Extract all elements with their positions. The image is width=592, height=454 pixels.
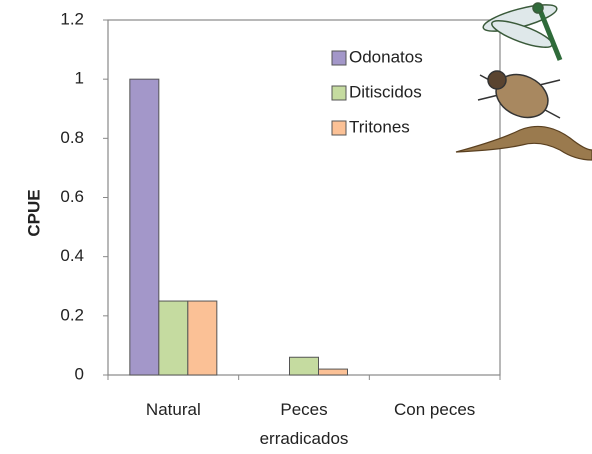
legend-swatch bbox=[332, 86, 346, 100]
page: CPUE 0 0.2 0.4 0.6 0.8 1 1.2 Odonatos Ditiscidos… bbox=[0, 0, 592, 454]
chart: CPUE 0 0.2 0.4 0.6 0.8 1 1.2 Odonatos Ditiscidos… bbox=[0, 0, 592, 454]
legend-swatch bbox=[332, 121, 346, 135]
dragonfly-icon bbox=[481, 0, 560, 60]
bar bbox=[319, 369, 348, 375]
y-tick-label: 0.8 bbox=[60, 128, 84, 147]
legend-label: Ditiscidos bbox=[349, 82, 422, 101]
y-axis-label: CPUE bbox=[24, 189, 43, 236]
legend-swatch bbox=[332, 51, 346, 65]
x-tick-label: Natural bbox=[113, 395, 233, 424]
bar bbox=[130, 79, 159, 375]
y-tick-label: 0.6 bbox=[60, 187, 84, 206]
legend-label: Odonatos bbox=[349, 47, 423, 66]
bar bbox=[290, 357, 319, 375]
bar bbox=[188, 301, 217, 375]
bar bbox=[159, 301, 188, 375]
x-tick-label: Con peces bbox=[375, 395, 495, 424]
legend-label: Tritones bbox=[349, 117, 410, 136]
y-tick-label: 0 bbox=[75, 364, 84, 383]
x-tick-label: Peces erradicados bbox=[244, 395, 364, 453]
y-tick-label: 1.2 bbox=[60, 9, 84, 28]
y-tick-label: 1 bbox=[75, 69, 84, 88]
y-tick-label: 0.4 bbox=[60, 246, 84, 265]
newt-icon bbox=[456, 126, 592, 160]
y-tick-label: 0.2 bbox=[60, 305, 84, 324]
beetle-icon bbox=[478, 66, 560, 125]
